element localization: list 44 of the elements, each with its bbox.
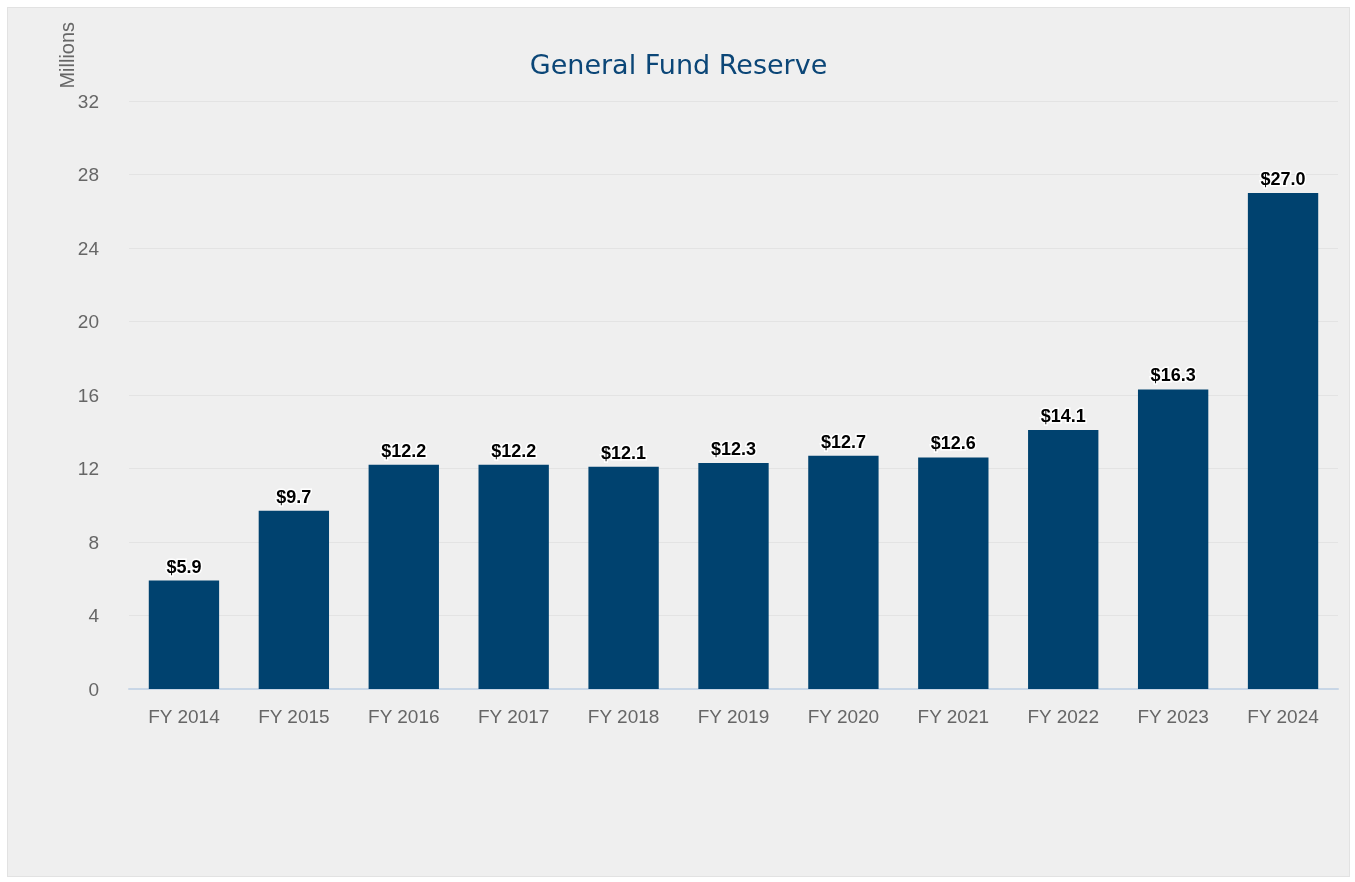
data-label: $16.3 xyxy=(1150,365,1196,386)
data-label: $12.6 xyxy=(930,433,976,454)
bar xyxy=(478,464,549,689)
x-tick-label: FY 2021 xyxy=(917,706,990,727)
bar xyxy=(1247,192,1319,689)
bar xyxy=(368,464,439,689)
x-tick-label: FY 2015 xyxy=(258,706,330,727)
bar xyxy=(1137,389,1209,689)
data-label: $5.9 xyxy=(166,556,202,577)
x-tick-label: FY 2016 xyxy=(368,706,440,727)
y-tick-label: 16 xyxy=(77,384,99,406)
bar xyxy=(258,510,330,689)
bar xyxy=(1028,429,1099,689)
data-label: $12.3 xyxy=(710,438,757,459)
data-label: $9.7 xyxy=(276,486,312,507)
x-tick-label: FY 2014 xyxy=(148,706,221,727)
x-tick-label: FY 2020 xyxy=(807,706,880,727)
data-label: $12.2 xyxy=(491,440,537,461)
x-tick-label: FY 2024 xyxy=(1247,706,1320,727)
x-tick-label: FY 2019 xyxy=(697,706,770,727)
bar xyxy=(148,580,220,689)
bar xyxy=(698,462,769,689)
y-tick-label: 20 xyxy=(77,311,99,332)
bar xyxy=(918,457,989,689)
x-tick-label: FY 2022 xyxy=(1027,706,1099,727)
y-tick-label: 4 xyxy=(88,605,100,626)
y-tick-label: 24 xyxy=(77,237,100,259)
x-tick-label: FY 2018 xyxy=(587,706,660,727)
x-tick-label: FY 2023 xyxy=(1137,706,1209,727)
y-tick-label: 8 xyxy=(88,531,99,553)
data-label: $12.7 xyxy=(820,431,866,452)
chart-title: General Fund Reserve xyxy=(529,49,828,80)
data-label: $12.2 xyxy=(381,440,427,461)
y-tick-label: 12 xyxy=(77,458,99,479)
y-tick-label: 32 xyxy=(77,90,99,112)
data-label: $14.1 xyxy=(1040,405,1086,426)
bar xyxy=(808,455,879,689)
bar xyxy=(588,466,659,689)
y-tick-label: 0 xyxy=(88,678,99,700)
data-label: $27.0 xyxy=(1260,168,1306,189)
data-label: $12.1 xyxy=(601,442,647,463)
y-axis-title: Millions xyxy=(56,21,78,89)
y-tick-label: 28 xyxy=(77,164,99,185)
x-tick-label: FY 2017 xyxy=(477,706,550,727)
